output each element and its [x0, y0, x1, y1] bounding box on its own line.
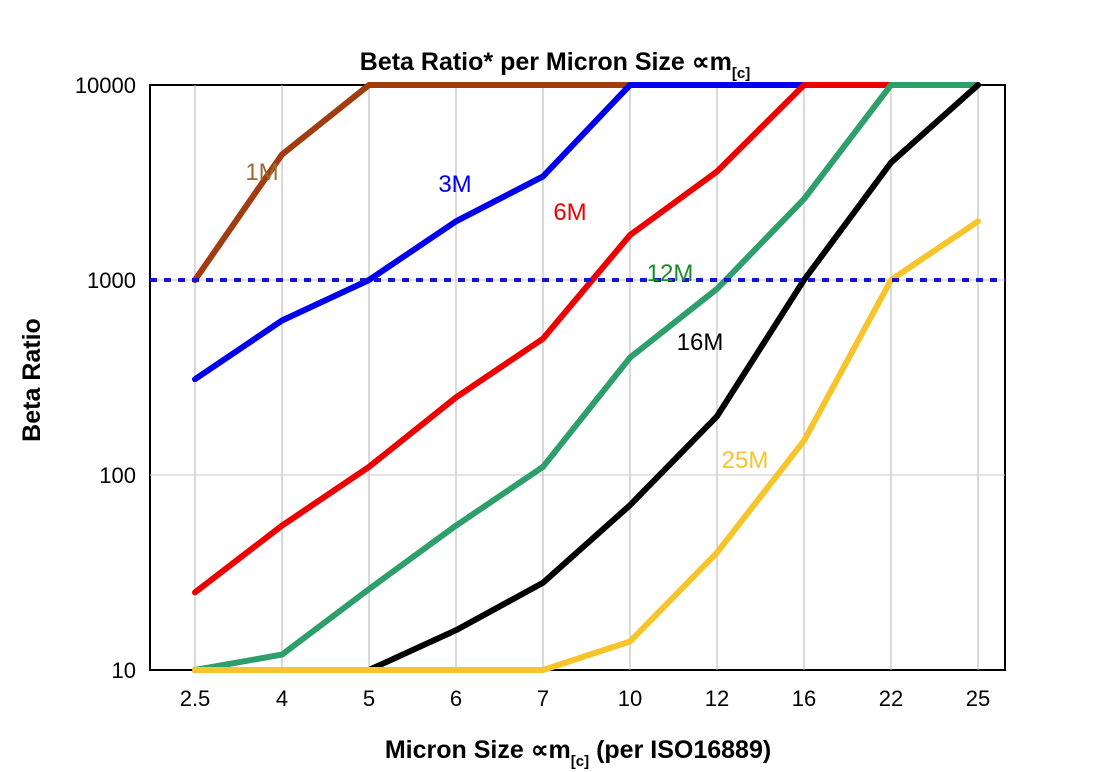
chart-title-main: Beta Ratio* per Micron Size [360, 48, 692, 76]
x-tick-4: 4 [276, 686, 288, 711]
x-axis-tick-labels: 2.5 4 5 6 7 10 12 16 22 25 [180, 686, 991, 711]
series-label-1M: 1M [245, 159, 278, 186]
series-label-16M: 16M [677, 329, 724, 356]
y-tick-100: 100 [99, 463, 136, 488]
x-tick-2.5: 2.5 [180, 686, 211, 711]
x-axis-title-part1: Micron Size [385, 736, 531, 764]
series-line-12M [192, 82, 981, 673]
x-tick-22: 22 [879, 686, 903, 711]
series-line-25M [192, 218, 981, 673]
y-tick-1000: 1000 [87, 268, 136, 293]
x-axis-title: Micron Size ∝m[c] (per ISO16889) [385, 736, 771, 770]
series-annotations: 1M 3M 6M 12M 16M 25M [245, 159, 768, 474]
x-tick-25: 25 [966, 686, 990, 711]
chart-title-symbol: ∝m [692, 48, 732, 76]
x-tick-7: 7 [537, 686, 549, 711]
vertical-gridlines [194, 85, 979, 670]
plot-frame [149, 84, 1006, 671]
series-label-25M: 25M [722, 447, 769, 474]
chart-title-subscript: [c] [732, 65, 750, 82]
x-tick-6: 6 [450, 686, 462, 711]
x-tick-12: 12 [705, 686, 729, 711]
series-line-6M [192, 82, 981, 596]
x-tick-5: 5 [363, 686, 375, 711]
x-axis-title-subscript: [c] [571, 753, 589, 770]
x-axis-title-part2: (per ISO16889) [589, 736, 771, 764]
series-label-12M: 12M [647, 260, 694, 287]
plot-area [149, 82, 1006, 673]
y-axis-title: Beta Ratio [18, 318, 46, 442]
x-tick-16: 16 [792, 686, 816, 711]
y-tick-10000: 10000 [75, 73, 136, 98]
y-axis-tick-labels: 10000 1000 100 10 [75, 73, 136, 683]
x-axis-title-symbol: ∝m [531, 736, 571, 764]
series-lines [192, 82, 981, 673]
x-tick-10: 10 [618, 686, 642, 711]
y-tick-10: 10 [112, 658, 136, 683]
series-label-6M: 6M [553, 199, 586, 226]
series-label-3M: 3M [438, 171, 471, 198]
chart-title: Beta Ratio* per Micron Size ∝m[c] [360, 48, 750, 82]
